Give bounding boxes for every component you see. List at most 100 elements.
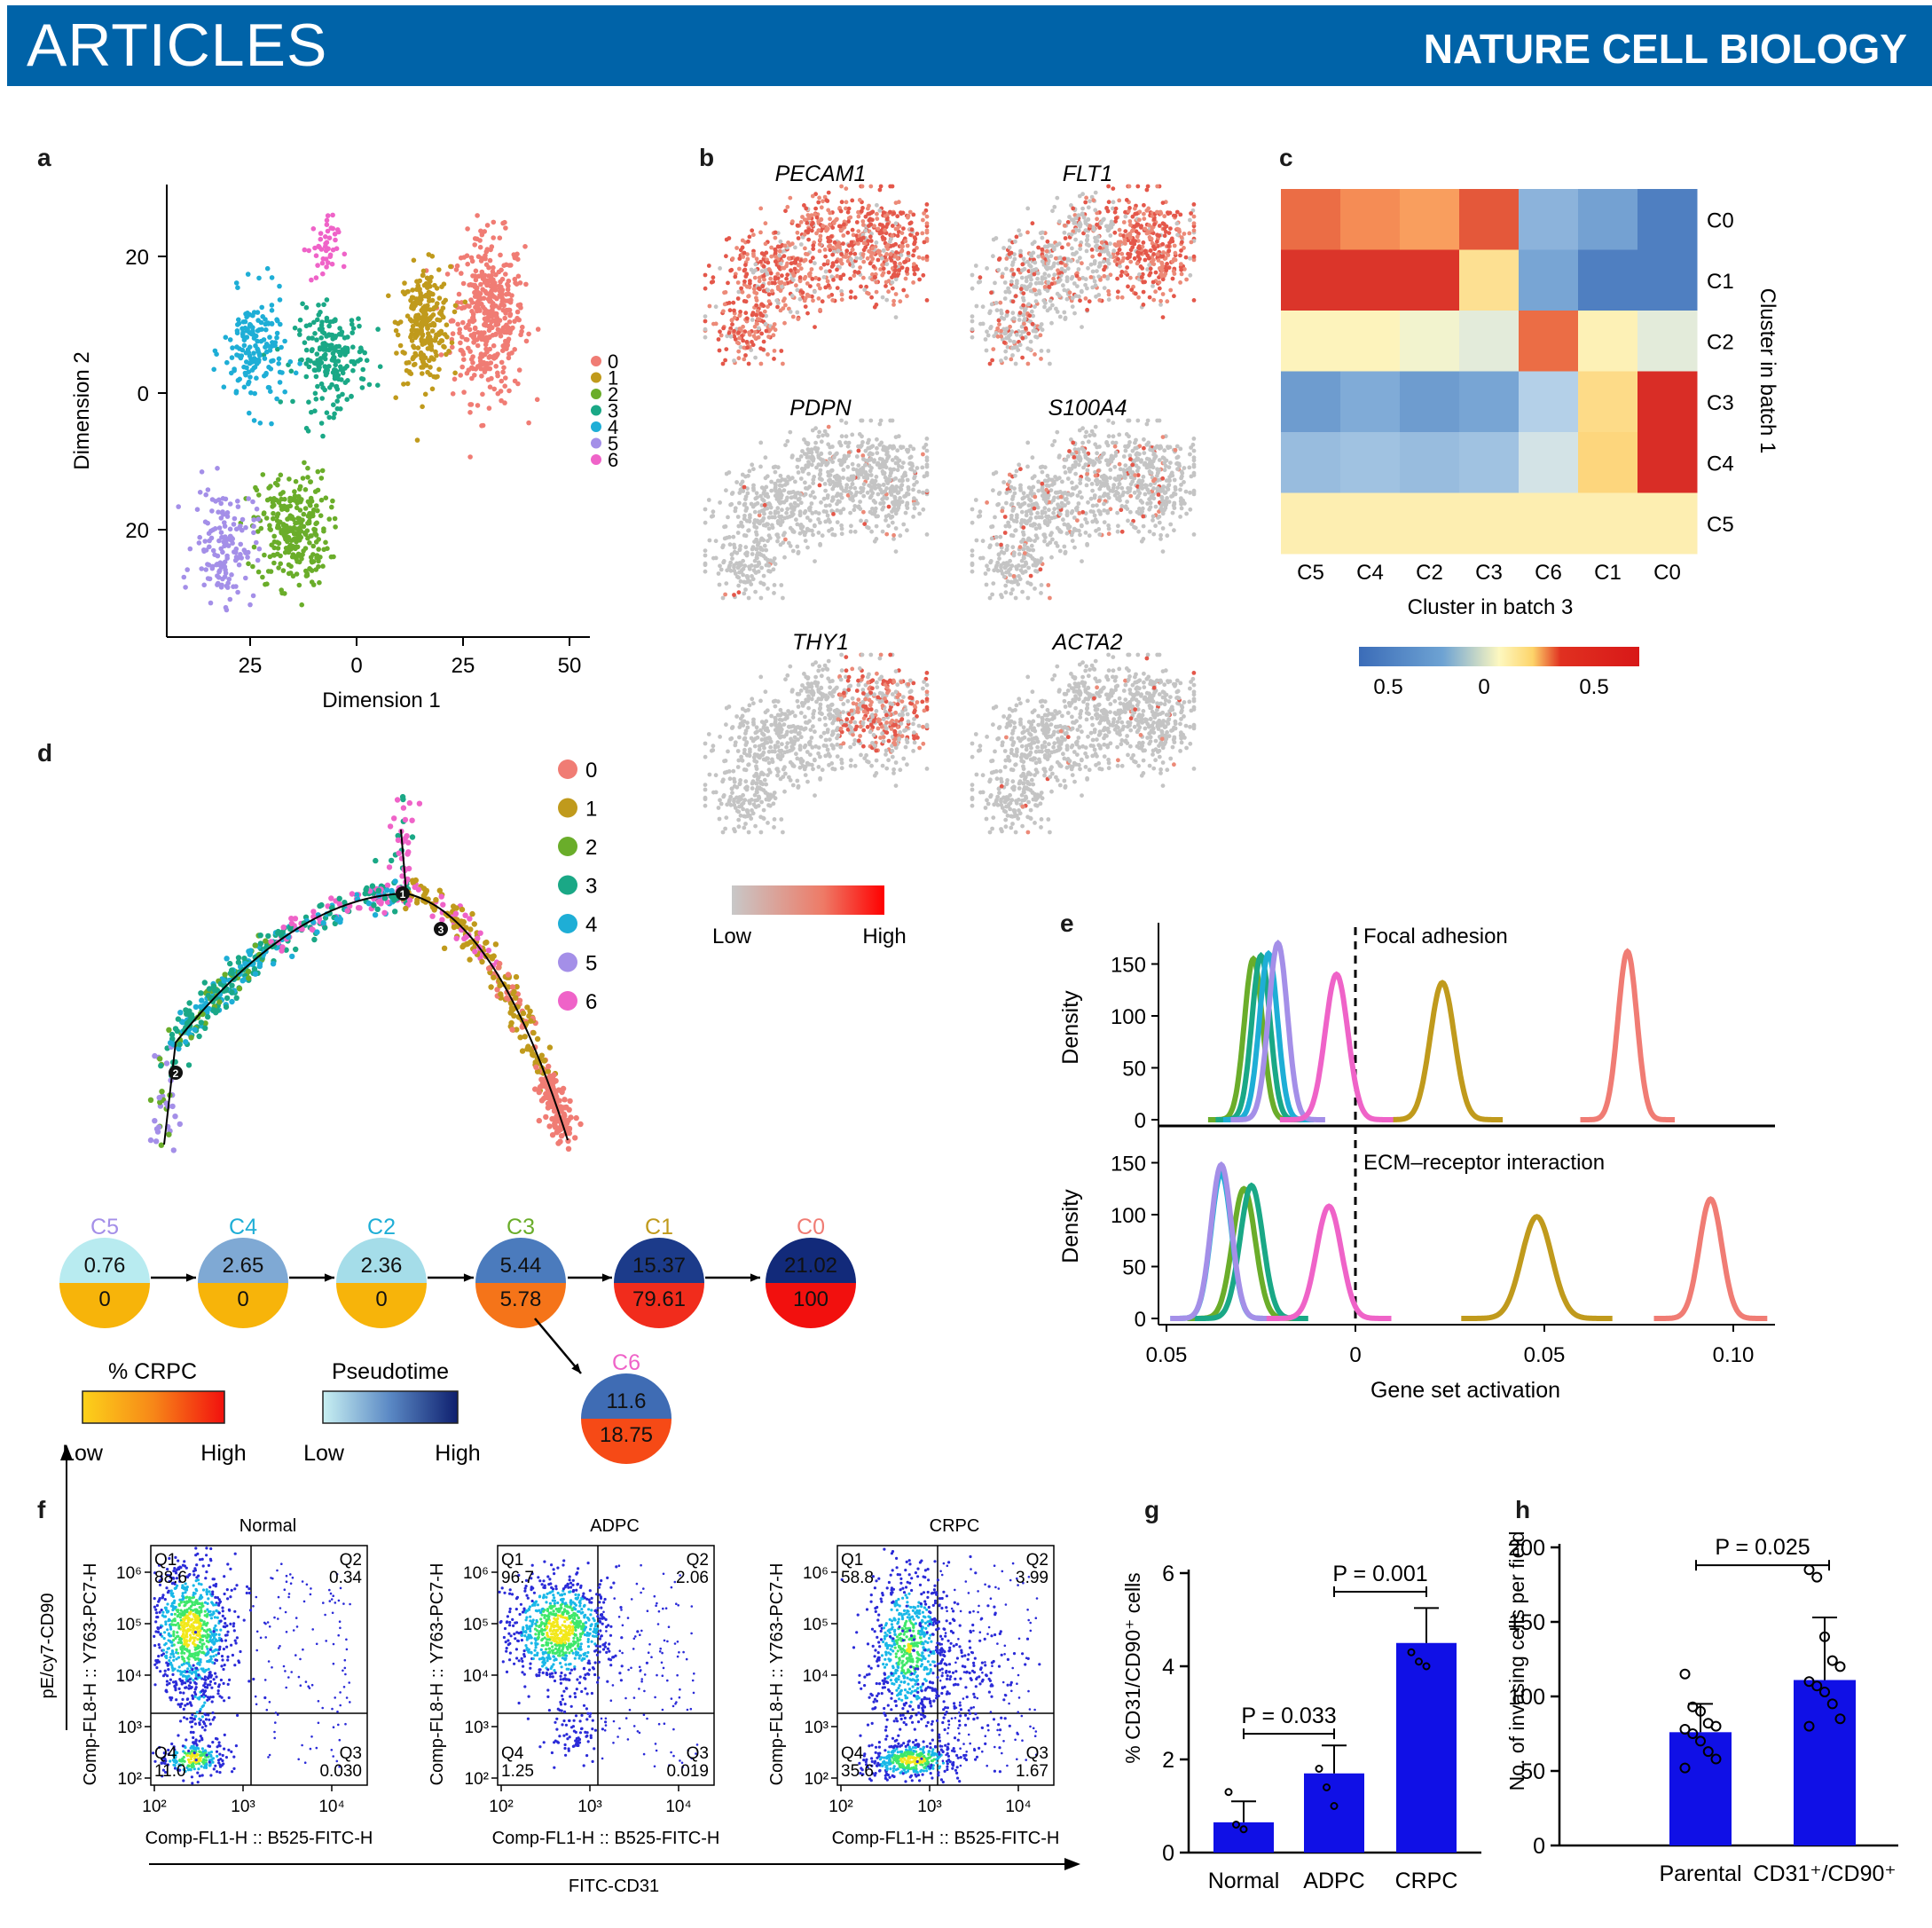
umap-point xyxy=(467,282,474,287)
umap-point xyxy=(494,316,499,321)
umap-point xyxy=(478,361,483,367)
umap-point xyxy=(483,256,488,262)
umap-point xyxy=(474,285,480,291)
umap-point xyxy=(497,235,503,241)
umap-point xyxy=(468,402,475,407)
umap-point xyxy=(477,308,483,313)
umap-point xyxy=(491,386,497,392)
umap-point xyxy=(478,281,483,287)
umap-point xyxy=(503,225,508,231)
umap-point xyxy=(491,356,497,361)
umap-point xyxy=(515,273,522,279)
umap-point xyxy=(501,303,507,309)
umap-point xyxy=(503,375,508,381)
umap-point xyxy=(457,330,462,336)
panel-label-f: f xyxy=(37,1496,46,1523)
umap-point xyxy=(494,295,499,302)
umap-point xyxy=(518,305,523,311)
umap-point xyxy=(454,263,460,269)
umap-point xyxy=(483,323,489,328)
umap-point xyxy=(519,328,524,334)
umap-point xyxy=(479,336,484,342)
umap-point xyxy=(509,293,514,298)
umap-point xyxy=(466,367,472,373)
umap-point xyxy=(461,255,467,260)
umap-point xyxy=(484,223,491,228)
umap-point xyxy=(460,319,466,326)
umap-point xyxy=(485,296,491,303)
umap-point xyxy=(488,283,493,289)
umap-point xyxy=(498,252,503,258)
umap-point xyxy=(473,277,479,283)
umap-point xyxy=(464,337,470,342)
umap-point xyxy=(468,297,474,303)
umap-point xyxy=(499,289,505,295)
umap-point xyxy=(479,374,484,379)
umap-point xyxy=(508,297,514,303)
panel-label-b: b xyxy=(699,144,715,171)
umap-point xyxy=(526,420,531,426)
umap-point xyxy=(469,375,475,382)
umap-point xyxy=(516,367,522,373)
umap-point xyxy=(507,311,514,318)
umap-point xyxy=(500,369,506,375)
umap-point xyxy=(487,346,492,352)
umap-point xyxy=(505,342,510,348)
umap-point xyxy=(498,330,503,335)
umap-point xyxy=(475,403,481,408)
umap-point xyxy=(504,346,509,351)
umap-point xyxy=(495,351,500,357)
umap-point xyxy=(479,269,485,275)
umap-point xyxy=(510,325,515,331)
umap-point xyxy=(489,319,494,325)
umap-point xyxy=(483,248,490,255)
umap-point xyxy=(505,287,511,293)
umap-point xyxy=(482,229,487,234)
umap-point xyxy=(467,410,473,415)
umap-point xyxy=(444,271,451,277)
umap-point xyxy=(503,271,508,277)
umap-point xyxy=(486,327,492,334)
umap-point xyxy=(481,295,487,302)
umap-point xyxy=(499,299,505,304)
umap-point xyxy=(507,263,513,268)
umap-point xyxy=(502,315,507,321)
umap-point xyxy=(492,280,498,286)
umap-point xyxy=(514,281,520,287)
umap-point xyxy=(489,244,495,249)
panel-label-d: d xyxy=(37,739,53,767)
umap-point xyxy=(470,366,476,372)
umap-point xyxy=(505,281,510,287)
umap-point xyxy=(514,315,520,321)
umap-point xyxy=(478,351,484,357)
umap-point xyxy=(479,333,485,339)
umap-point xyxy=(512,347,517,352)
umap-point xyxy=(450,331,456,336)
umap-point xyxy=(489,273,494,279)
umap-point xyxy=(491,311,498,317)
umap-point xyxy=(500,348,506,354)
umap-point xyxy=(460,280,467,287)
panel-label-a: a xyxy=(37,144,51,171)
umap-point xyxy=(472,325,478,331)
journal-name: NATURE CELL BIOLOGY xyxy=(1423,26,1907,72)
umap-point xyxy=(456,291,462,297)
umap-point xyxy=(461,357,467,363)
umap-point xyxy=(491,235,496,240)
umap-point xyxy=(534,397,540,403)
umap-point xyxy=(466,345,471,351)
umap-point xyxy=(478,273,483,279)
umap-point xyxy=(486,264,491,271)
panel-label-h: h xyxy=(1515,1496,1531,1523)
journal-header: ARTICLES NATURE CELL BIOLOGY xyxy=(7,5,1932,86)
umap-point xyxy=(455,321,460,327)
umap-point xyxy=(465,261,470,267)
umap-point xyxy=(459,364,465,370)
umap-point xyxy=(501,365,507,371)
umap-point xyxy=(497,285,502,291)
umap-point xyxy=(477,244,483,250)
umap-point xyxy=(512,276,518,282)
umap-point xyxy=(523,338,530,344)
umap-point xyxy=(482,369,488,374)
